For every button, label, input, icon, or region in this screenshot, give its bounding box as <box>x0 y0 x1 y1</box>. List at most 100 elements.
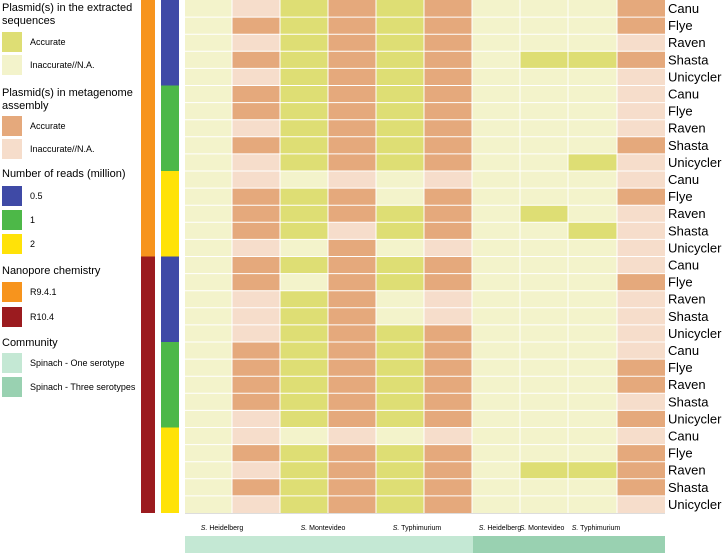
heatmap-cell <box>424 119 472 137</box>
heatmap-cell <box>376 256 424 274</box>
heatmap-cell <box>232 307 280 325</box>
heatmap-cell <box>520 102 568 120</box>
heatmap-cell <box>617 495 665 513</box>
heatmap-cell <box>617 410 665 428</box>
heatmap-cell <box>185 376 232 394</box>
heatmap-cell <box>472 461 520 479</box>
heatmap-cell <box>472 222 520 240</box>
heatmap-cell <box>185 17 232 35</box>
legend-swatch <box>2 282 22 302</box>
reads-bar-segment <box>161 342 179 428</box>
column-label: S. Heidelberg <box>201 525 244 532</box>
heatmap-cell <box>185 290 232 308</box>
heatmap-cell <box>520 153 568 171</box>
heatmap-cell <box>568 342 617 360</box>
heatmap-cell <box>424 51 472 69</box>
legend-swatch <box>2 139 22 159</box>
heatmap-cell <box>185 256 232 274</box>
legend-community-item: Spinach - One serotype <box>2 353 125 373</box>
heatmap-cell <box>424 205 472 223</box>
heatmap-cell <box>376 393 424 411</box>
heatmap-cell <box>520 376 568 394</box>
heatmap-cell <box>520 342 568 360</box>
heatmap-cell <box>472 324 520 342</box>
heatmap-cell <box>617 136 665 154</box>
heatmap-cell <box>617 461 665 479</box>
heatmap-cell <box>472 34 520 52</box>
heatmap-cell <box>280 410 328 428</box>
heatmap-cell <box>280 188 328 206</box>
legend-swatch <box>2 186 22 206</box>
heatmap-cell <box>328 461 376 479</box>
heatmap-cell <box>376 307 424 325</box>
heatmap-cell <box>472 410 520 428</box>
row-label-flye: Flye <box>668 104 693 119</box>
heatmap-cell <box>472 0 520 18</box>
heatmap-cell <box>568 461 617 479</box>
heatmap-cell <box>280 495 328 513</box>
heatmap-cell <box>472 102 520 120</box>
heatmap-cell <box>568 495 617 513</box>
legend-chemistry-item: R10.4 <box>2 307 54 327</box>
heatmap-cell <box>472 273 520 291</box>
heatmap-cell <box>376 119 424 137</box>
row-label-flye: Flye <box>668 189 693 204</box>
heatmap-cell <box>376 273 424 291</box>
heatmap-cell <box>617 307 665 325</box>
heatmap-cell <box>472 342 520 360</box>
heatmap-cell <box>617 205 665 223</box>
heatmap-cell <box>472 256 520 274</box>
heatmap-cell <box>520 444 568 462</box>
legend-swatch <box>2 307 22 327</box>
legend-swatch <box>2 210 22 230</box>
row-label-canu: Canu <box>668 172 699 187</box>
legend-label: R10.4 <box>30 312 55 322</box>
row-label-unicycler: Unicycler <box>668 69 722 84</box>
heatmap-cell <box>424 495 472 513</box>
heatmap-cell <box>328 290 376 308</box>
heatmap-cell <box>185 273 232 291</box>
heatmap-cell <box>520 51 568 69</box>
heatmap-cell <box>280 205 328 223</box>
heatmap-cell <box>617 17 665 35</box>
heatmap-cell <box>617 119 665 137</box>
heatmap-cell <box>520 410 568 428</box>
heatmap-cell <box>617 68 665 86</box>
legend-metagenome-title-line1: Plasmid(s) in metagenome <box>2 87 133 99</box>
heatmap-cell <box>376 188 424 206</box>
heatmap-cell <box>568 239 617 257</box>
heatmap-cell <box>280 342 328 360</box>
row-label-raven: Raven <box>668 121 706 136</box>
heatmap-cell <box>520 136 568 154</box>
reads-bar-segment <box>161 427 179 513</box>
heatmap-cell <box>617 256 665 274</box>
heatmap-cell <box>232 51 280 69</box>
heatmap-cell <box>424 461 472 479</box>
heatmap-cell <box>376 290 424 308</box>
heatmap-cell <box>376 410 424 428</box>
heatmap-cell <box>617 290 665 308</box>
legend-extracted-title-line2: sequences <box>2 15 56 27</box>
heatmap-cell <box>232 495 280 513</box>
heatmap-cell <box>328 376 376 394</box>
heatmap-cell <box>520 119 568 137</box>
heatmap-cell <box>520 205 568 223</box>
heatmap-cell <box>568 85 617 103</box>
row-label-flye: Flye <box>668 275 693 290</box>
heatmap-cell <box>185 359 232 377</box>
heatmap-cell <box>232 324 280 342</box>
heatmap-cell <box>617 478 665 496</box>
heatmap-cell <box>280 273 328 291</box>
reads-bar-segment <box>161 85 179 171</box>
heatmap-cell <box>328 256 376 274</box>
row-label-flye: Flye <box>668 18 693 33</box>
heatmap-cell <box>280 136 328 154</box>
legend-label: Accurate <box>30 37 66 47</box>
heatmap-cell <box>185 136 232 154</box>
heatmap-cell <box>328 444 376 462</box>
heatmap-cell <box>328 222 376 240</box>
column-label: S. Heidelberg <box>479 525 522 532</box>
heatmap-cell <box>185 324 232 342</box>
heatmap-cell <box>232 119 280 137</box>
heatmap-cell <box>424 239 472 257</box>
